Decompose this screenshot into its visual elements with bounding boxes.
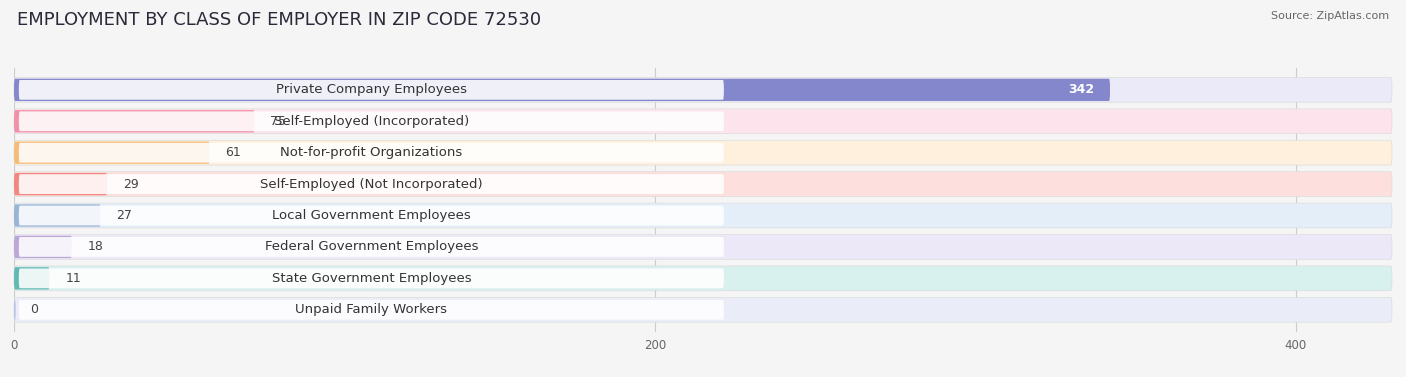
Text: Private Company Employees: Private Company Employees (276, 83, 467, 97)
Text: Not-for-profit Organizations: Not-for-profit Organizations (280, 146, 463, 159)
FancyBboxPatch shape (14, 110, 254, 132)
FancyBboxPatch shape (14, 234, 1392, 259)
FancyBboxPatch shape (14, 172, 1392, 196)
FancyBboxPatch shape (18, 174, 724, 194)
FancyBboxPatch shape (14, 203, 1392, 228)
FancyBboxPatch shape (14, 267, 49, 290)
Text: 27: 27 (117, 209, 132, 222)
FancyBboxPatch shape (14, 266, 1392, 291)
Text: 0: 0 (30, 303, 38, 316)
FancyBboxPatch shape (14, 299, 15, 321)
FancyBboxPatch shape (18, 237, 724, 257)
Text: Self-Employed (Incorporated): Self-Employed (Incorporated) (274, 115, 470, 128)
Text: Self-Employed (Not Incorporated): Self-Employed (Not Incorporated) (260, 178, 482, 191)
Text: 75: 75 (270, 115, 287, 128)
FancyBboxPatch shape (18, 205, 724, 225)
Text: Source: ZipAtlas.com: Source: ZipAtlas.com (1271, 11, 1389, 21)
FancyBboxPatch shape (14, 141, 209, 164)
FancyBboxPatch shape (14, 77, 1392, 102)
FancyBboxPatch shape (14, 204, 101, 227)
FancyBboxPatch shape (18, 300, 724, 320)
FancyBboxPatch shape (18, 80, 724, 100)
FancyBboxPatch shape (14, 173, 107, 195)
Text: 61: 61 (225, 146, 242, 159)
Text: EMPLOYMENT BY CLASS OF EMPLOYER IN ZIP CODE 72530: EMPLOYMENT BY CLASS OF EMPLOYER IN ZIP C… (17, 11, 541, 29)
FancyBboxPatch shape (14, 140, 1392, 165)
Text: State Government Employees: State Government Employees (271, 272, 471, 285)
Text: Unpaid Family Workers: Unpaid Family Workers (295, 303, 447, 316)
Text: 29: 29 (122, 178, 139, 191)
FancyBboxPatch shape (18, 143, 724, 162)
FancyBboxPatch shape (14, 79, 1109, 101)
Text: 11: 11 (65, 272, 82, 285)
FancyBboxPatch shape (18, 268, 724, 288)
FancyBboxPatch shape (18, 111, 724, 131)
FancyBboxPatch shape (14, 236, 72, 258)
Text: 18: 18 (87, 241, 104, 253)
Text: Federal Government Employees: Federal Government Employees (264, 241, 478, 253)
Text: Local Government Employees: Local Government Employees (271, 209, 471, 222)
FancyBboxPatch shape (14, 109, 1392, 134)
Text: 342: 342 (1067, 83, 1094, 97)
FancyBboxPatch shape (14, 297, 1392, 322)
